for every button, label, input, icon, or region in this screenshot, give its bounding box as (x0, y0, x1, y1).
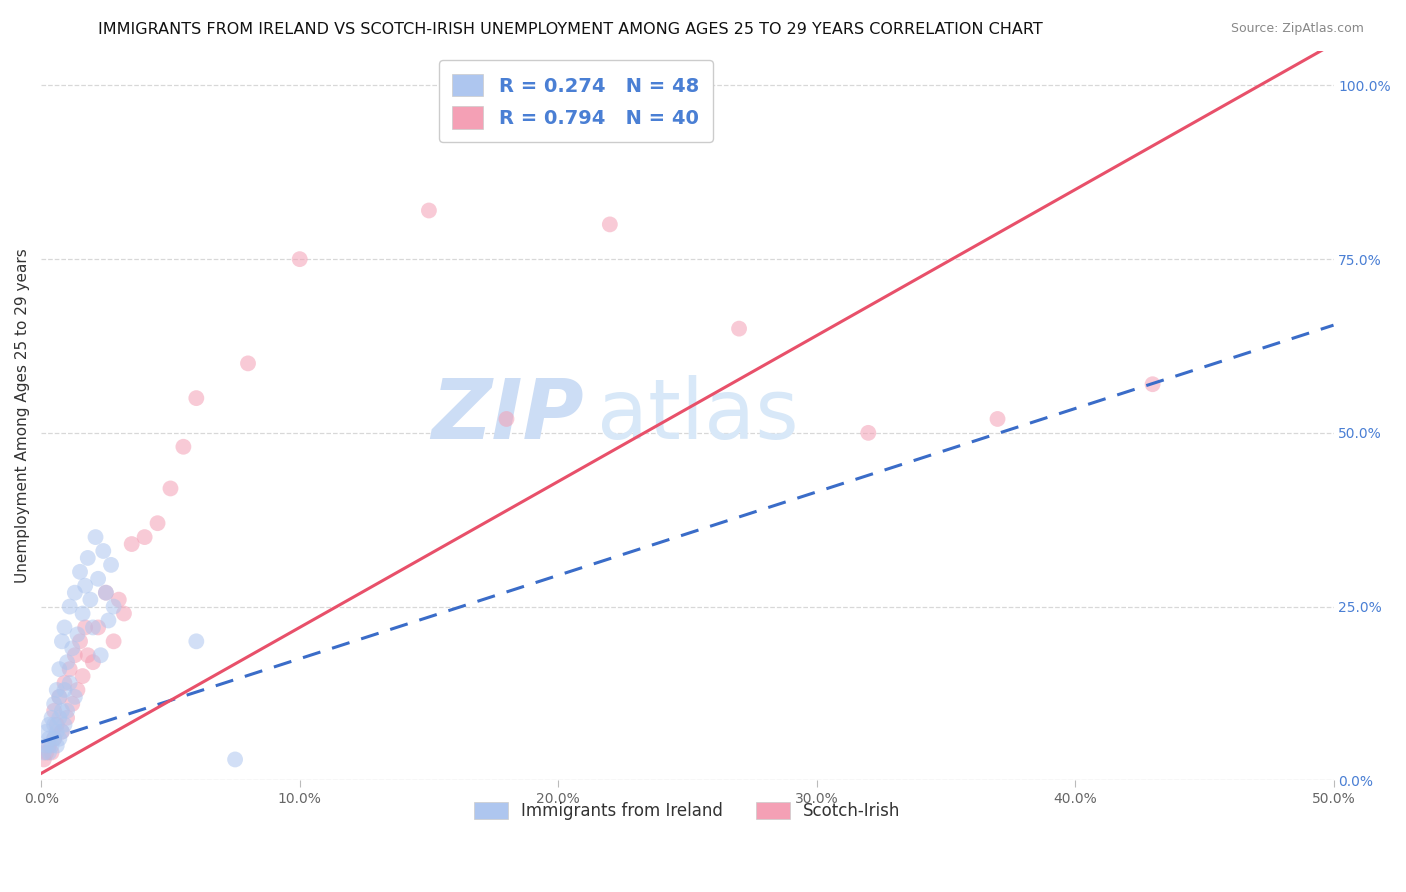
Point (44, 704, 66, 718)
Point (69, 565, 91, 579)
Point (32, 752, 55, 766)
Point (94, 585, 117, 599)
Point (66, 627, 89, 641)
Text: Source: ZipAtlas.com: Source: ZipAtlas.com (1230, 22, 1364, 36)
Point (38, 739, 60, 753)
Point (84, 530, 107, 544)
Point (35, 724, 58, 739)
Point (44, 731, 66, 746)
Point (38, 746, 60, 760)
Text: IMMIGRANTS FROM IRELAND VS SCOTCH-IRISH UNEMPLOYMENT AMONG AGES 25 TO 29 YEARS C: IMMIGRANTS FROM IRELAND VS SCOTCH-IRISH … (98, 22, 1043, 37)
Point (53, 620, 76, 634)
Point (59, 676, 82, 690)
Point (48, 690, 70, 704)
Point (51, 704, 73, 718)
Point (728, 321, 751, 335)
Point (35, 746, 58, 760)
Point (38, 717, 60, 731)
Point (599, 218, 621, 232)
Point (112, 607, 135, 621)
Point (48, 711, 70, 725)
Point (91, 544, 114, 558)
Point (41, 739, 63, 753)
Point (100, 558, 122, 572)
Point (44, 697, 66, 711)
Point (44, 717, 66, 731)
Point (87, 620, 110, 634)
Text: atlas: atlas (598, 375, 799, 456)
Point (159, 482, 181, 496)
Point (76, 550, 98, 565)
Point (48, 662, 70, 676)
Point (45, 717, 67, 731)
Point (75, 579, 97, 593)
Point (103, 599, 125, 614)
Point (418, 203, 440, 218)
Point (224, 752, 246, 766)
Point (97, 614, 120, 628)
Point (51, 634, 73, 648)
Point (45, 683, 67, 698)
Point (41, 746, 63, 760)
Point (66, 683, 89, 698)
Point (72, 669, 94, 683)
Point (134, 530, 156, 544)
Text: ZIP: ZIP (432, 375, 583, 456)
Y-axis label: Unemployment Among Ages 25 to 29 years: Unemployment Among Ages 25 to 29 years (15, 248, 30, 582)
Point (103, 634, 125, 648)
Point (45, 724, 67, 739)
Point (82, 620, 104, 634)
Point (48, 690, 70, 704)
Point (51, 724, 73, 739)
Point (32, 746, 55, 760)
Point (59, 662, 82, 676)
Point (44, 731, 66, 746)
Point (172, 440, 194, 454)
Point (56, 704, 79, 718)
Point (48, 731, 70, 746)
Point (35, 739, 58, 753)
Point (72, 607, 94, 621)
Point (87, 572, 110, 586)
Legend: Immigrants from Ireland, Scotch-Irish: Immigrants from Ireland, Scotch-Irish (468, 795, 907, 827)
Point (1142, 377, 1164, 392)
Point (56, 655, 79, 669)
Point (186, 391, 208, 405)
Point (41, 711, 63, 725)
Point (858, 425, 880, 440)
Point (79, 592, 101, 607)
Point (53, 676, 76, 690)
Point (63, 585, 86, 599)
Point (146, 516, 169, 531)
Point (38, 731, 60, 746)
Point (63, 648, 86, 663)
Point (51, 724, 73, 739)
Point (986, 412, 1008, 426)
Point (69, 634, 91, 648)
Point (236, 356, 259, 370)
Point (56, 711, 79, 725)
Point (76, 648, 98, 663)
Point (63, 690, 86, 704)
Point (60, 641, 83, 656)
Point (90, 648, 112, 663)
Point (121, 537, 143, 551)
Point (186, 634, 208, 648)
Point (45, 739, 67, 753)
Point (59, 599, 82, 614)
Point (107, 592, 129, 607)
Point (53, 717, 76, 731)
Point (288, 252, 311, 267)
Point (94, 585, 117, 599)
Point (60, 697, 83, 711)
Point (495, 412, 517, 426)
Point (53, 683, 76, 698)
Point (82, 655, 104, 669)
Point (75, 620, 97, 634)
